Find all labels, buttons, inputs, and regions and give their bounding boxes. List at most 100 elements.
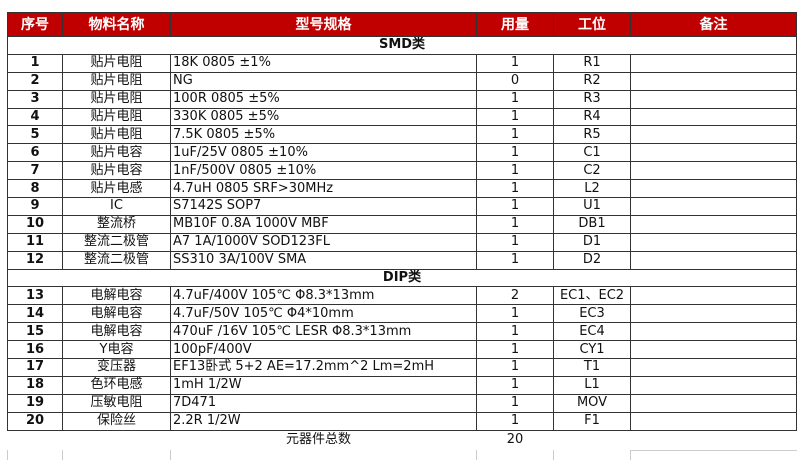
cell xyxy=(630,375,797,395)
blank-row xyxy=(7,449,797,460)
cell xyxy=(630,197,797,216)
cell: 16 xyxy=(7,340,63,360)
table-row: 19 压敏电阻 7D471 1 MOV xyxy=(7,393,797,413)
column-header: 备注 xyxy=(630,12,797,37)
cell: R4 xyxy=(553,107,631,127)
cell: 贴片电阻 xyxy=(62,125,171,145)
cell: 1 xyxy=(7,53,63,73)
table-row: 7 贴片电容 1nF/500V 0805 ±10% 1 C2 xyxy=(7,161,797,181)
bom-table: 序号 物料名称 型号规格 用量 工位 备注 SMD类 1 贴片电阻 18K 0805 ±1% 1 R… xyxy=(7,12,797,460)
cell: EF13卧式 5+2 AE=17.2mm^2 Lm=2mH xyxy=(170,358,477,377)
cell: 7 xyxy=(7,161,63,181)
column-header: 序号 xyxy=(7,12,63,37)
cell: 7D471 xyxy=(170,393,477,413)
cell: 15 xyxy=(7,322,63,342)
cell: 13 xyxy=(7,286,63,306)
cell: DB1 xyxy=(553,214,631,234)
cell: L2 xyxy=(553,179,631,199)
cell: T1 xyxy=(553,358,631,377)
table-row: 14 电解电容 4.7uF/50V 105℃ Φ4*10mm 1 EC3 xyxy=(7,304,797,324)
cell: 1 xyxy=(476,250,554,270)
cell: 1mH 1/2W xyxy=(170,375,477,395)
table-row: 9 IC S7142S SOP7 1 U1 xyxy=(7,197,797,216)
cell: 1 xyxy=(476,125,554,145)
cell: 1 xyxy=(476,161,554,181)
cell: 100pF/400V xyxy=(170,340,477,360)
cell: U1 xyxy=(553,197,631,216)
cell xyxy=(630,358,797,377)
table-row: 11 整流二极管 A7 1A/1000V SOD123FL 1 D1 xyxy=(7,232,797,252)
cell: 4.7uF/400V 105℃ Φ8.3*13mm xyxy=(170,286,477,306)
cell: 1 xyxy=(476,143,554,163)
cell: 11 xyxy=(7,232,63,252)
cell: 9 xyxy=(7,197,63,216)
table-row: 8 贴片电感 4.7uH 0805 SRF>30MHz 1 L2 xyxy=(7,179,797,199)
cell: IC xyxy=(62,197,171,216)
section-title: SMD类 xyxy=(7,36,797,55)
cell: 4 xyxy=(7,107,63,127)
cell: 2 xyxy=(7,71,63,91)
table-row: 3 贴片电阻 100R 0805 ±5% 1 R3 xyxy=(7,89,797,109)
cell: 1 xyxy=(476,393,554,413)
cell: 1 xyxy=(476,179,554,199)
cell xyxy=(630,411,797,431)
cell: 2.2R 1/2W xyxy=(170,411,477,431)
cell: EC4 xyxy=(553,322,631,342)
table-row: 13 电解电容 4.7uF/400V 105℃ Φ8.3*13mm 2 EC1、EC2 xyxy=(7,286,797,306)
cell: 1 xyxy=(476,214,554,234)
section-row: DIP类 xyxy=(7,268,797,288)
cell: 470uF /16V 105℃ LESR Φ8.3*13mm xyxy=(170,322,477,342)
cell: 色环电感 xyxy=(62,375,171,395)
cell: MOV xyxy=(553,393,631,413)
cell: 电解电容 xyxy=(62,286,171,306)
table-row: 16 Y电容 100pF/400V 1 CY1 xyxy=(7,340,797,360)
cell: R5 xyxy=(553,125,631,145)
table-row: 5 贴片电阻 7.5K 0805 ±5% 1 R5 xyxy=(7,125,797,145)
cell xyxy=(630,393,797,413)
cell: 1 xyxy=(476,197,554,216)
cell: 1 xyxy=(476,232,554,252)
cell: 1 xyxy=(476,340,554,360)
cell: 8 xyxy=(7,179,63,199)
cell xyxy=(630,286,797,306)
cell: 3 xyxy=(7,89,63,109)
cell: 贴片电阻 xyxy=(62,107,171,127)
cell: 10 xyxy=(7,214,63,234)
section-title: DIP类 xyxy=(7,268,797,288)
cell: 4.7uF/50V 105℃ Φ4*10mm xyxy=(170,304,477,324)
cell: 6 xyxy=(7,143,63,163)
cell xyxy=(630,340,797,360)
cell: D2 xyxy=(553,250,631,270)
cell: 17 xyxy=(7,358,63,377)
table-row: 17 变压器 EF13卧式 5+2 AE=17.2mm^2 Lm=2mH 1 T1 xyxy=(7,358,797,377)
cell: C1 xyxy=(553,143,631,163)
table-row: 1 贴片电阻 18K 0805 ±1% 1 R1 xyxy=(7,53,797,73)
cell: 18 xyxy=(7,375,63,395)
total-row: 元器件总数 20 xyxy=(8,430,797,450)
cell xyxy=(630,125,797,145)
cell: 电解电容 xyxy=(62,304,171,324)
column-header: 工位 xyxy=(553,12,631,37)
cell: 1 xyxy=(476,358,554,377)
cell xyxy=(630,179,797,199)
cell: EC1、EC2 xyxy=(553,286,631,306)
cell: 变压器 xyxy=(62,358,171,377)
cell xyxy=(630,214,797,234)
cell: 保险丝 xyxy=(62,411,171,431)
cell: L1 xyxy=(553,375,631,395)
table-row: 10 整流桥 MB10F 0.8A 1000V MBF 1 DB1 xyxy=(7,214,797,234)
cell: 贴片电容 xyxy=(62,143,171,163)
cell: 整流二极管 xyxy=(62,250,171,270)
cell: MB10F 0.8A 1000V MBF xyxy=(170,214,477,234)
cell: 贴片电阻 xyxy=(62,89,171,109)
cell: A7 1A/1000V SOD123FL xyxy=(170,232,477,252)
cell: 贴片电阻 xyxy=(62,71,171,91)
cell: 贴片电感 xyxy=(62,179,171,199)
cell: 1 xyxy=(476,89,554,109)
cell xyxy=(630,107,797,127)
cell: SS310 3A/100V SMA xyxy=(170,250,477,270)
cell: 1 xyxy=(476,375,554,395)
header-row: 序号 物料名称 型号规格 用量 工位 备注 xyxy=(7,12,797,37)
cell: 整流二极管 xyxy=(62,232,171,252)
cell xyxy=(630,143,797,163)
